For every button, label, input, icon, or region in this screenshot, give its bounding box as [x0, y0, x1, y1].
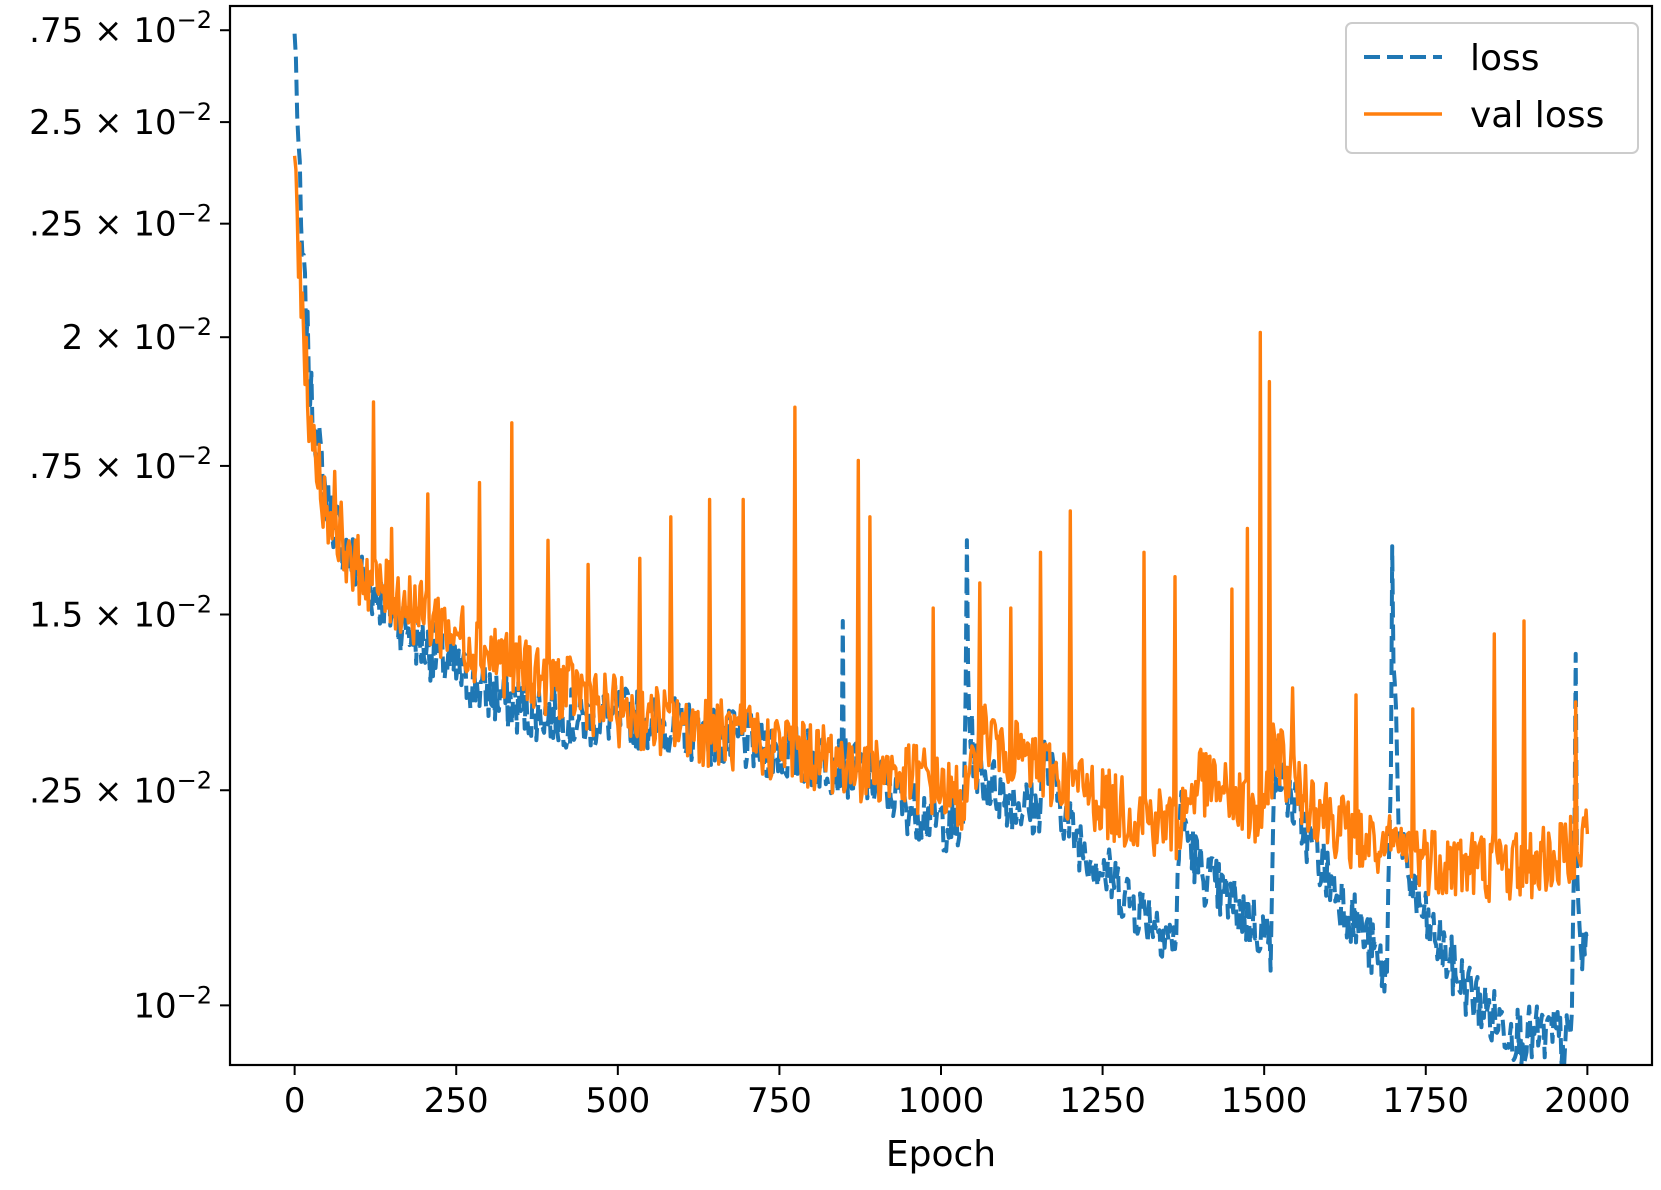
y-tick-label: 2 × 10−2: [62, 313, 212, 358]
x-tick-label: 2000: [1544, 1081, 1631, 1121]
x-tick-label: 250: [424, 1081, 489, 1121]
x-tick-label: 1000: [898, 1081, 985, 1121]
y-tick-label: .25 × 10−2: [29, 766, 212, 811]
x-tick-label: 1750: [1383, 1081, 1470, 1121]
x-tick-label: 0: [284, 1081, 306, 1121]
series-line-val-loss: [292, 155, 1590, 904]
y-axis-ticks: 10−2 .25 × 10−2 1.5 × 10−2 .75 × 10−2 2 × 10…: [29, 6, 230, 1026]
x-axis-title: Epoch: [886, 1134, 996, 1175]
x-axis-ticks: 0 250 500 750 1000 1250 1500 1750 2000: [284, 1065, 1631, 1121]
y-tick-label: .75 × 10−2: [29, 6, 212, 51]
series-line-loss: [292, 33, 1590, 1065]
legend: loss val loss: [1345, 22, 1639, 154]
legend-label-val-loss: val loss: [1470, 95, 1604, 136]
y-tick-label: 10−2: [133, 981, 212, 1026]
legend-label-loss: loss: [1470, 38, 1540, 79]
data-layer: [292, 33, 1590, 1065]
y-tick-label: .25 × 10−2: [29, 200, 212, 245]
x-tick-label: 1250: [1059, 1081, 1146, 1121]
y-tick-label: 2.5 × 10−2: [29, 98, 212, 143]
x-tick-label: 500: [585, 1081, 650, 1121]
y-tick-label: 1.5 × 10−2: [29, 591, 212, 636]
x-tick-label: 750: [747, 1081, 812, 1121]
x-tick-label: 1500: [1221, 1081, 1308, 1121]
y-tick-label: .75 × 10−2: [29, 442, 212, 487]
